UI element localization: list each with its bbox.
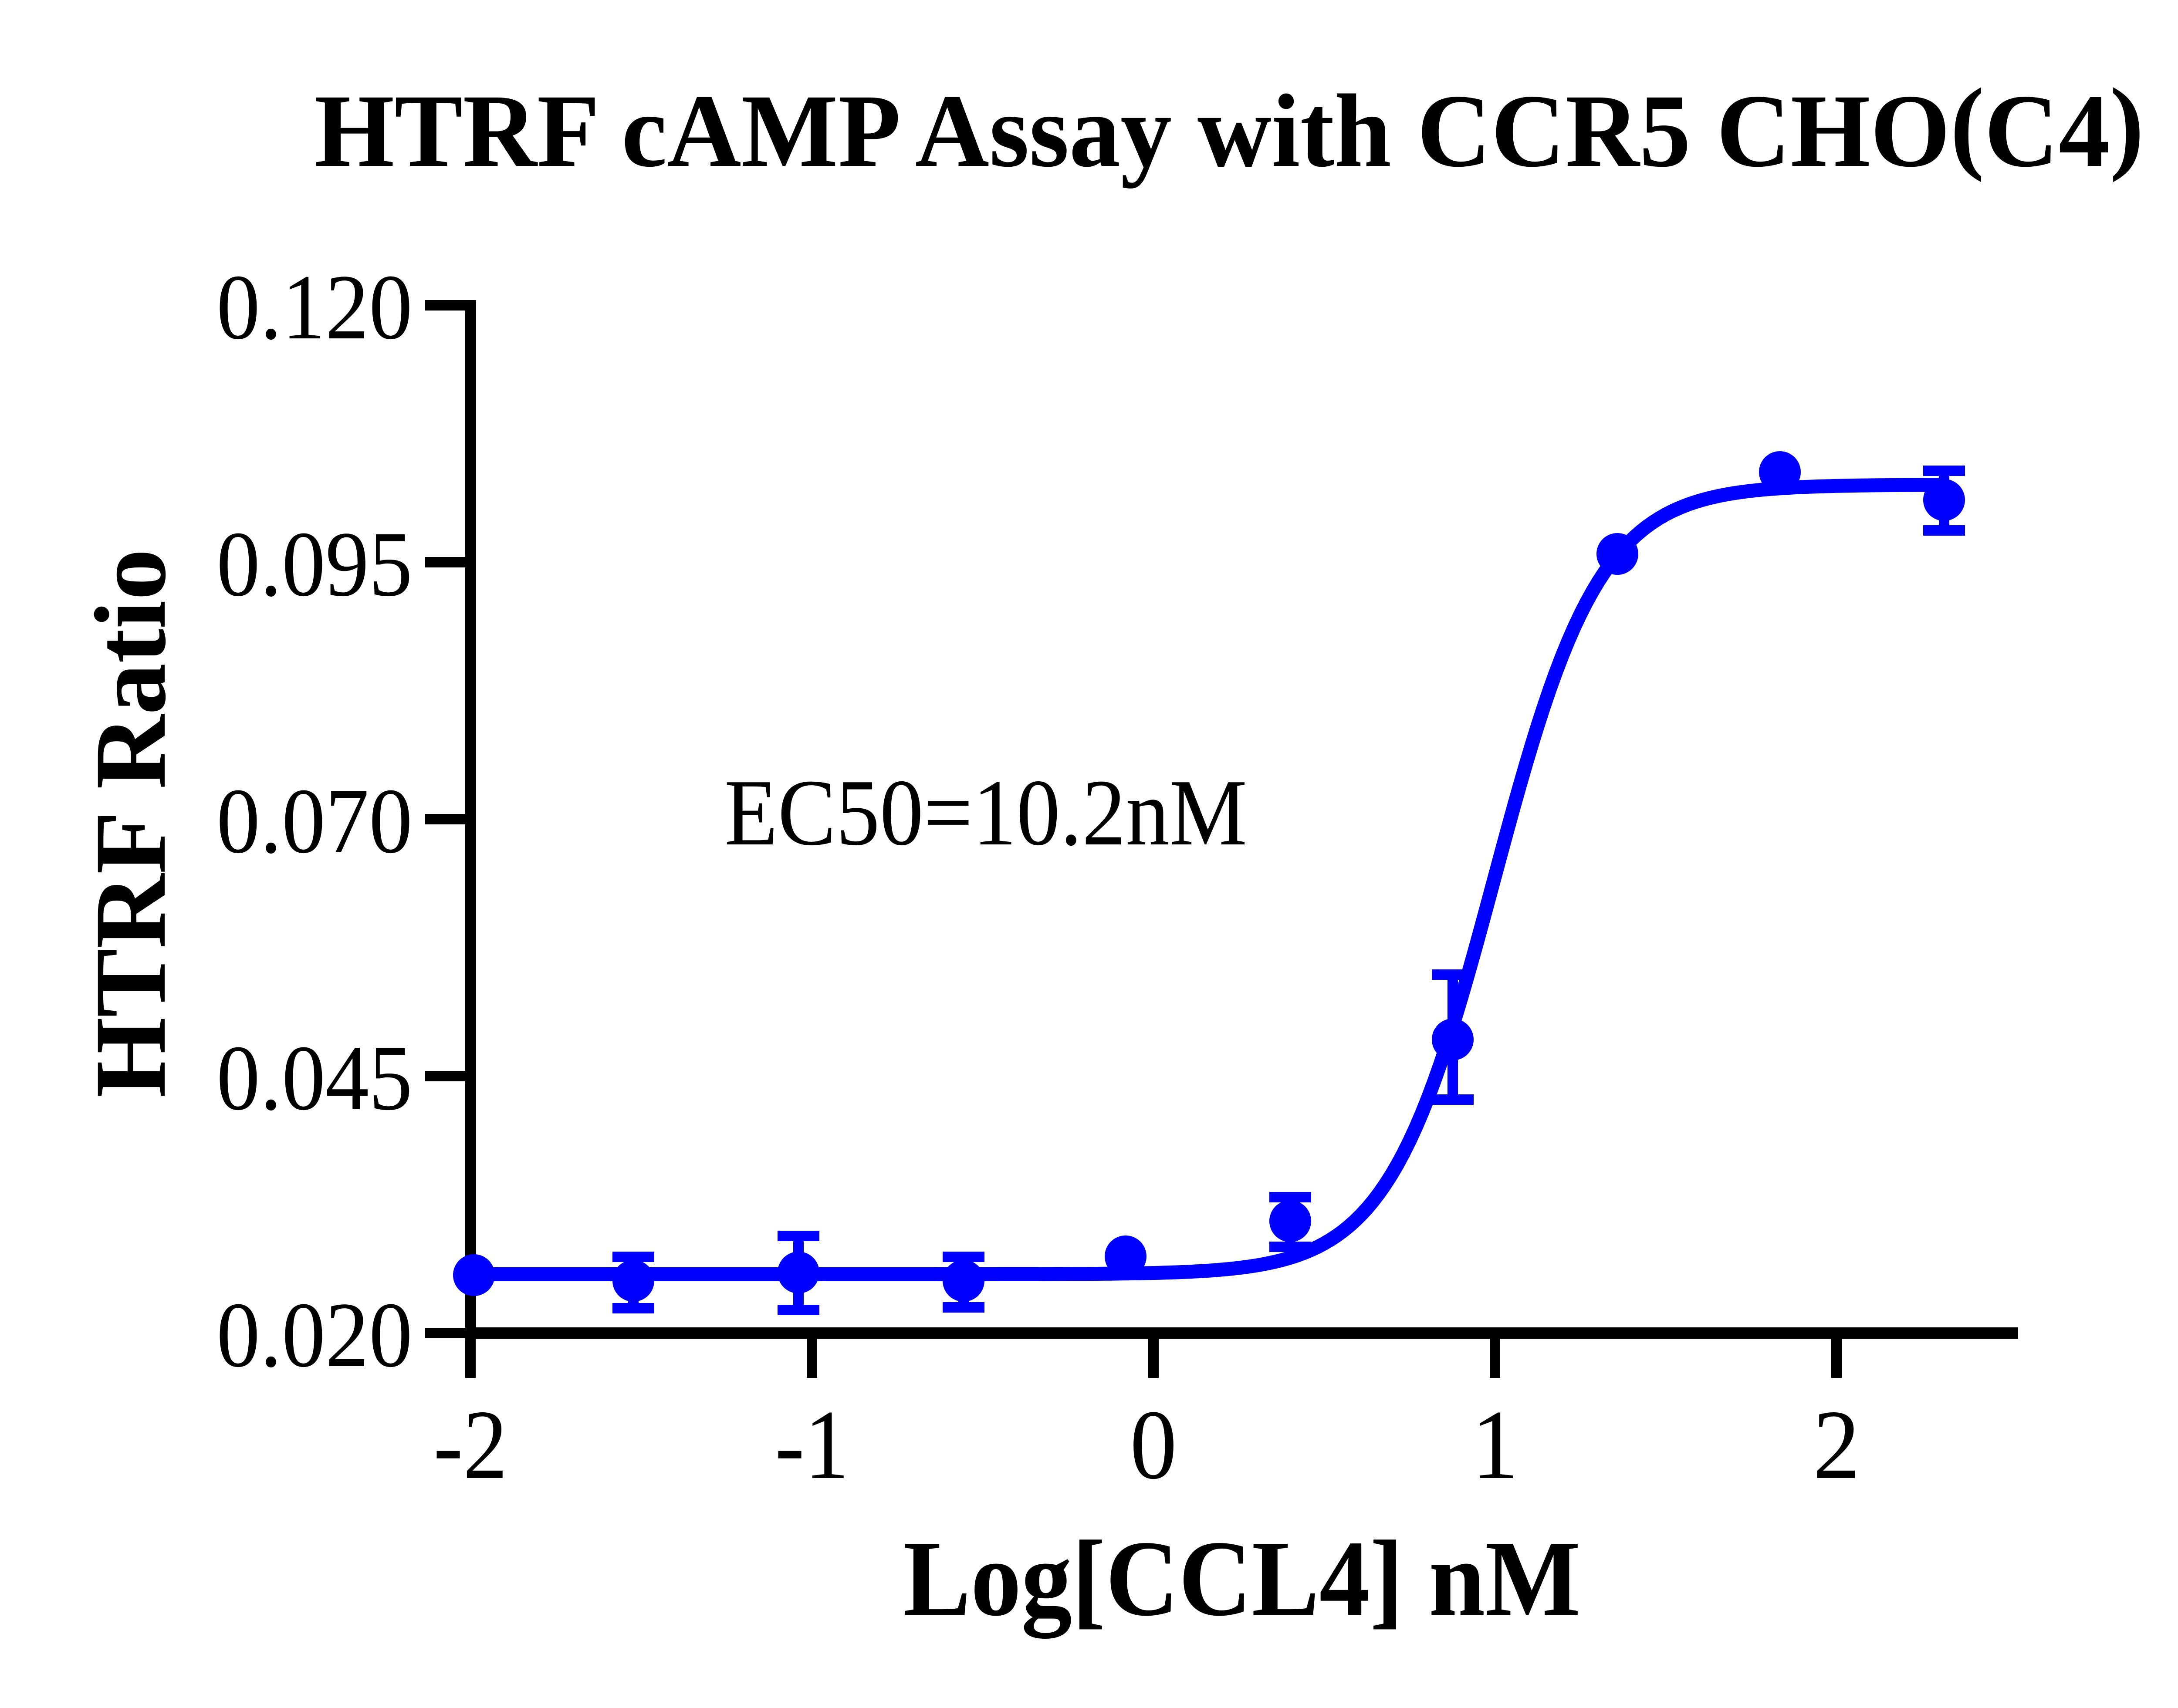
- svg-text:0.020: 0.020: [216, 1283, 413, 1387]
- svg-text:Log[CCL4] nM: Log[CCL4] nM: [903, 1518, 1581, 1639]
- svg-text:EC50=10.2nM: EC50=10.2nM: [724, 760, 1247, 865]
- svg-text:-2: -2: [433, 1390, 507, 1500]
- svg-text:0.095: 0.095: [216, 513, 413, 616]
- svg-text:0.120: 0.120: [216, 256, 413, 359]
- svg-text:-1: -1: [775, 1390, 849, 1500]
- svg-text:0: 0: [1130, 1390, 1177, 1500]
- svg-text:2: 2: [1813, 1390, 1860, 1500]
- svg-text:0.045: 0.045: [216, 1026, 413, 1130]
- svg-text:1: 1: [1471, 1390, 1519, 1500]
- svg-text:0.070: 0.070: [216, 770, 413, 873]
- svg-text:HTRF cAMP Assay with CCR5 CHO(: HTRF cAMP Assay with CCR5 CHO(C4): [315, 67, 2144, 189]
- svg-text:HTRF Ratio: HTRF Ratio: [74, 549, 187, 1097]
